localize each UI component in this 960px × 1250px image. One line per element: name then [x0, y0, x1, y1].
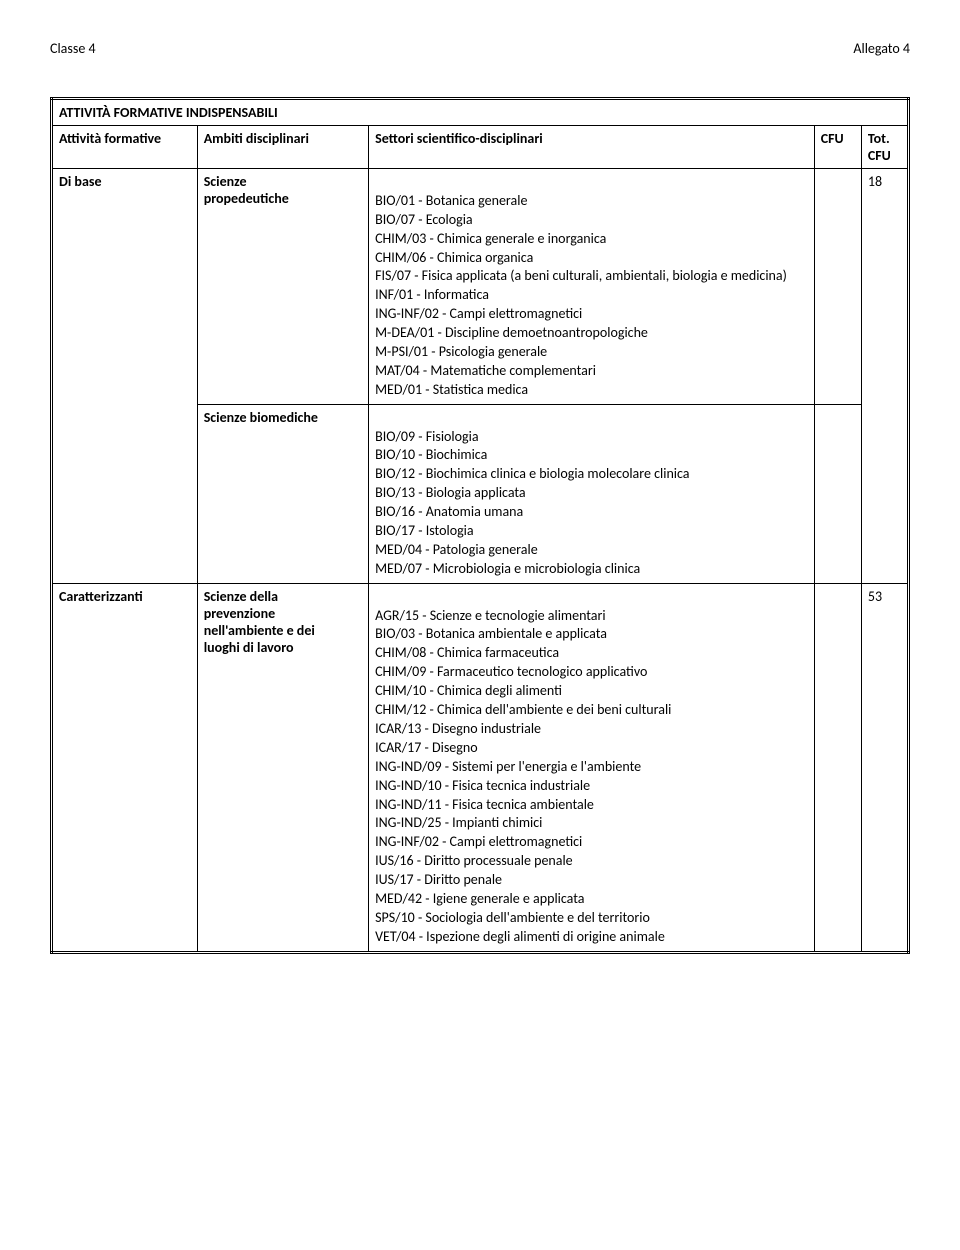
- attivita-cell: Caratterizzanti: [52, 583, 198, 952]
- ambito-cell: Scienze biomediche: [197, 404, 368, 583]
- cfu-cell: [814, 169, 861, 405]
- ambito-cell: Scienze dellaprevenzionenell'ambiente e …: [197, 583, 368, 952]
- table-title: ATTIVITÀ FORMATIVE INDISPENSABILI: [52, 99, 909, 126]
- page-header: Classe 4 Allegato 4: [50, 40, 910, 57]
- cfu-cell: [814, 404, 861, 583]
- col-tot: Tot. CFU: [861, 126, 908, 169]
- tot-cfu-cell: 18: [861, 169, 908, 584]
- table-header-row: Attività formative Ambiti disciplinari S…: [52, 126, 909, 169]
- main-table: ATTIVITÀ FORMATIVE INDISPENSABILI Attivi…: [50, 97, 910, 954]
- table-title-row: ATTIVITÀ FORMATIVE INDISPENSABILI: [52, 99, 909, 126]
- col-ambiti: Ambiti disciplinari: [197, 126, 368, 169]
- settori-cell: BIO/09 - FisiologiaBIO/10 - BiochimicaBI…: [369, 404, 815, 583]
- tot-cfu-cell: 53: [861, 583, 908, 952]
- table-row: CaratterizzantiScienze dellaprevenzionen…: [52, 583, 909, 952]
- col-settori: Settori scientifico-disciplinari: [369, 126, 815, 169]
- attivita-cell: Di base: [52, 169, 198, 584]
- cfu-cell: [814, 583, 861, 952]
- header-left: Classe 4: [50, 40, 96, 57]
- settori-cell: AGR/15 - Scienze e tecnologie alimentari…: [369, 583, 815, 952]
- table-row: Di baseScienzepropedeuticheBIO/01 - Bota…: [52, 169, 909, 405]
- col-cfu: CFU: [814, 126, 861, 169]
- header-right: Allegato 4: [853, 40, 910, 57]
- ambito-cell: Scienzepropedeutiche: [197, 169, 368, 405]
- col-attivita: Attività formative: [52, 126, 198, 169]
- settori-cell: BIO/01 - Botanica generaleBIO/07 - Ecolo…: [369, 169, 815, 405]
